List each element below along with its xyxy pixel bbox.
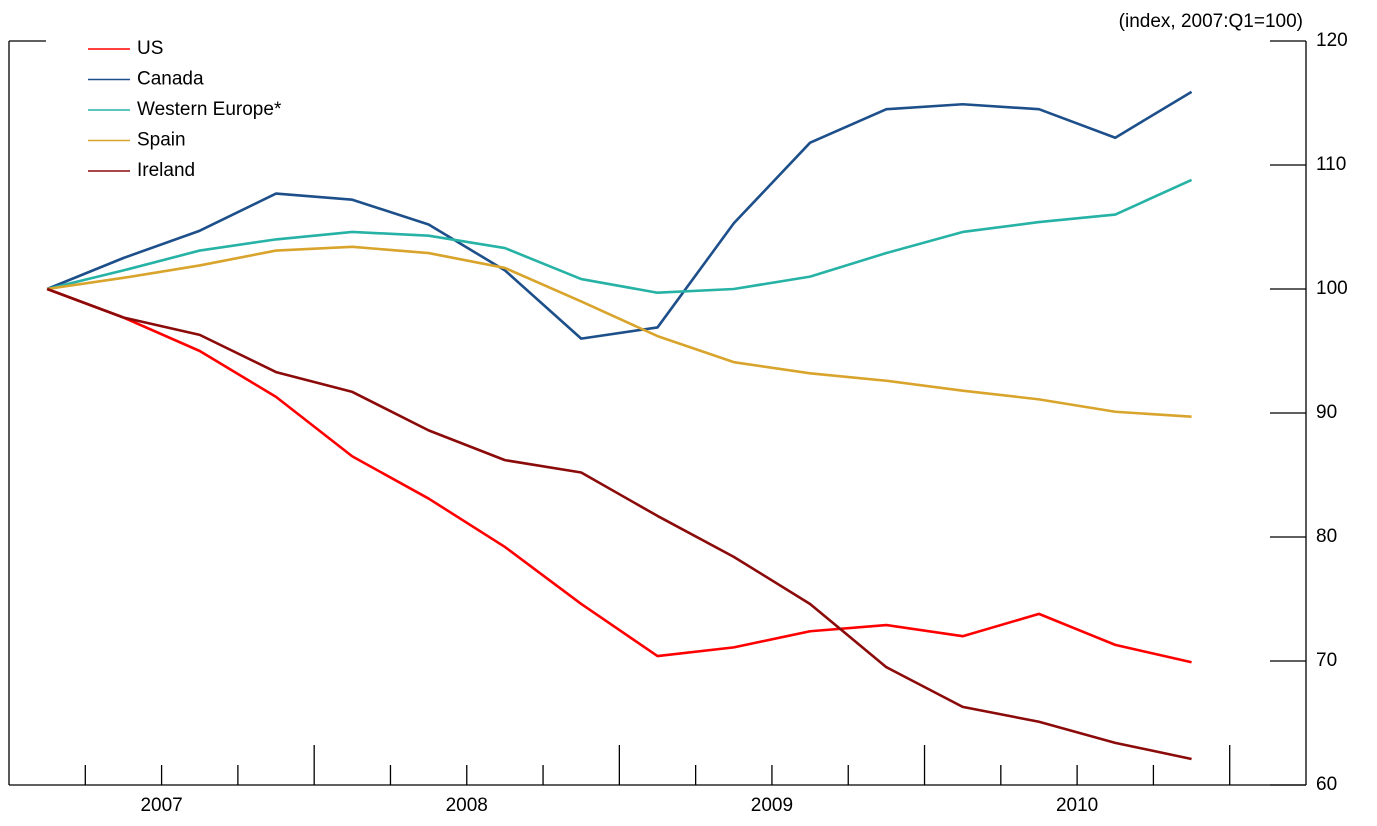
y-tick-label: 100: [1316, 278, 1348, 299]
legend-label: Spain: [137, 130, 186, 151]
series-line: [46, 90, 1193, 340]
x-tick-label: 2009: [751, 795, 793, 816]
y-tick-label: 70: [1316, 650, 1337, 671]
legend-label: Ireland: [137, 160, 195, 181]
y-tick-label: 90: [1316, 402, 1337, 423]
legend-label: US: [137, 38, 163, 59]
units-label: (index, 2007:Q1=100): [1119, 11, 1303, 32]
series-line: [46, 287, 1192, 761]
series-line: [46, 178, 1193, 295]
x-tick-label: 2010: [1056, 795, 1098, 816]
series-line: [46, 287, 1192, 664]
x-tick-label: 2008: [446, 795, 488, 816]
series-line: [46, 245, 1192, 419]
x-tick-label: 2007: [140, 795, 182, 816]
y-tick-label: 110: [1316, 154, 1346, 175]
y-tick-label: 60: [1316, 774, 1337, 795]
legend-label: Canada: [137, 69, 204, 90]
legend-label: Western Europe*: [137, 99, 282, 120]
y-tick-label: 120: [1316, 30, 1348, 51]
y-tick-label: 80: [1316, 526, 1337, 547]
